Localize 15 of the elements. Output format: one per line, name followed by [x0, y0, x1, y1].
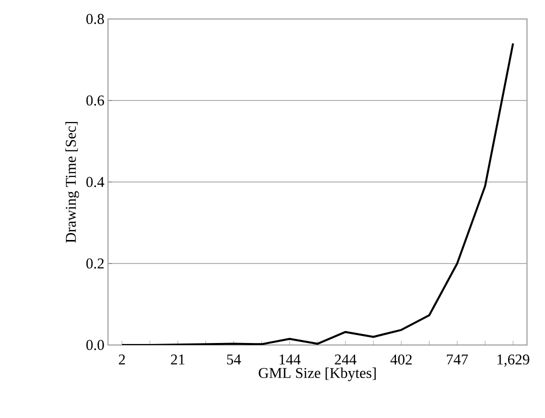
- x-tick-label: 244: [334, 354, 356, 364]
- y-axis-title: Drawing Time [Sec]: [65, 122, 79, 243]
- x-tick-label: 1,629: [498, 354, 530, 367]
- x-tick-label: 402: [390, 354, 412, 365]
- x-axis-title: GML Size [Kbytes]: [258, 368, 376, 382]
- x-tick-label: 54: [227, 354, 241, 364]
- y-tick-label: 0.8: [86, 14, 104, 24]
- x-tick-label: 747: [446, 354, 468, 364]
- y-tick-label: 0.6: [86, 95, 104, 106]
- x-tick-label: 144: [280, 354, 301, 364]
- y-tick-label: 0.0: [86, 340, 104, 350]
- x-tick-label: 21: [171, 354, 184, 364]
- y-tick-label: 0.2: [86, 258, 104, 269]
- x-tick-label: 2: [118, 354, 125, 364]
- y-tick-label: 0.4: [86, 176, 104, 188]
